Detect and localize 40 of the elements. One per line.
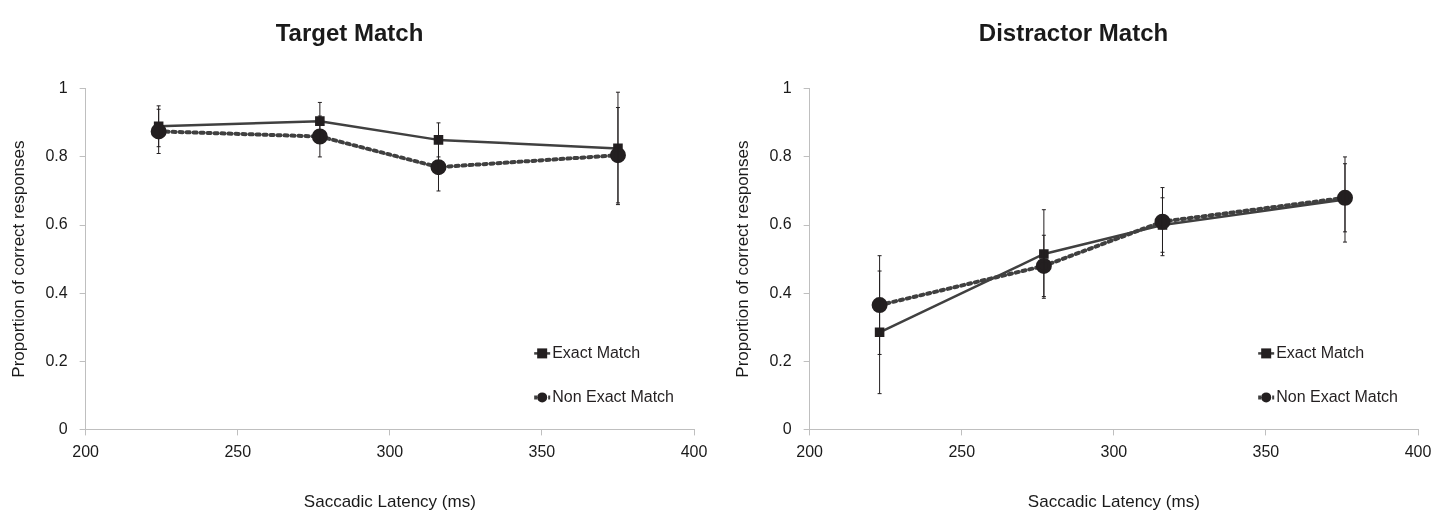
y-tick-label: 0.2 (769, 351, 792, 369)
x-axis-title: Saccadic Latency (ms) (1027, 492, 1200, 512)
y-tick-label: 0.4 (769, 283, 792, 301)
y-tick-label: 1 (58, 79, 68, 97)
x-tick-label: 250 (948, 443, 976, 461)
x-tick-label: 200 (796, 443, 824, 461)
chart-title: Distractor Match (978, 19, 1169, 47)
y-tick-label: 0 (58, 419, 68, 437)
x-tick-label: 350 (528, 443, 556, 461)
chart-title: Target Match (275, 19, 424, 47)
x-tick-label: 250 (224, 443, 252, 461)
point (433, 135, 444, 145)
y-tick-label: 0.8 (769, 147, 792, 165)
point (315, 116, 325, 126)
x-tick-label: 200 (72, 443, 100, 461)
point (1337, 189, 1353, 206)
legend-label: Non Exact Match (552, 387, 674, 405)
x-tick-label: 400 (680, 443, 708, 461)
point (609, 147, 626, 164)
y-tick-label: 0.2 (45, 351, 68, 369)
y-axis-title: Proportion of correct responses (8, 140, 28, 378)
point (430, 159, 447, 176)
point (871, 297, 888, 314)
x-tick-label: 350 (1252, 443, 1280, 461)
x-tick-label: 300 (1100, 443, 1128, 461)
x-tick-label: 400 (1404, 443, 1432, 461)
point (1154, 213, 1171, 230)
x-axis-title: Saccadic Latency (ms) (303, 492, 476, 512)
y-tick-label: 0.4 (45, 283, 68, 301)
point (150, 123, 167, 140)
y-tick-label: 1 (782, 79, 792, 97)
y-tick-label: 0.6 (769, 215, 792, 233)
legend-label: Exact Match (552, 343, 641, 361)
y-tick-label: 0.8 (45, 147, 68, 165)
y-tick-label: 0.6 (45, 215, 68, 233)
legend-label: Exact Match (1276, 343, 1365, 361)
y-tick-label: 0 (782, 419, 792, 437)
x-tick-label: 300 (376, 443, 404, 461)
y-axis-title: Proportion of correct responses (732, 140, 752, 378)
legend-label: Non Exact Match (1276, 387, 1398, 405)
